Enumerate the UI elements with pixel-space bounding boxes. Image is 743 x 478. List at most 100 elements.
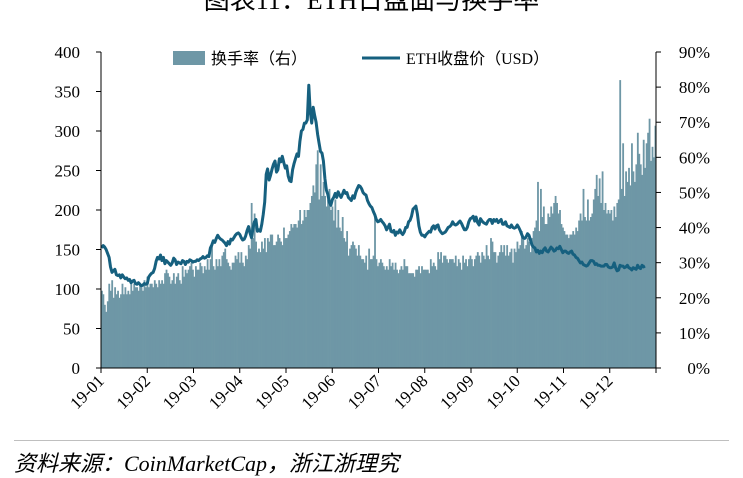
turnover-bar bbox=[407, 273, 410, 368]
turnover-bar bbox=[485, 245, 488, 368]
y-right-tick-label: 20% bbox=[679, 289, 710, 308]
turnover-bar bbox=[611, 220, 614, 368]
turnover-bar bbox=[503, 245, 506, 368]
turnover-bar bbox=[228, 266, 231, 368]
turnover-bar bbox=[600, 202, 603, 368]
turnover-bar bbox=[123, 294, 125, 368]
turnover-bar bbox=[466, 266, 469, 368]
x-tick-label: 19-07 bbox=[344, 371, 386, 413]
turnover-bar bbox=[193, 276, 196, 368]
turnover-bar bbox=[597, 195, 600, 368]
turnover-bar bbox=[604, 202, 607, 368]
turnover-bar bbox=[355, 248, 357, 368]
turnover-bar bbox=[532, 231, 535, 368]
turnover-bar bbox=[359, 255, 362, 368]
y-left-tick-label: 200 bbox=[55, 201, 81, 220]
turnover-bar bbox=[572, 231, 575, 368]
turnover-bar bbox=[180, 283, 183, 368]
turnover-bar bbox=[623, 195, 626, 368]
y-left-tick-label: 100 bbox=[55, 280, 81, 299]
turnover-bar bbox=[501, 252, 504, 368]
turnover-bar bbox=[147, 287, 150, 368]
turnover-bar bbox=[168, 276, 171, 368]
turnover-bar bbox=[294, 224, 297, 368]
turnover-bar bbox=[550, 206, 553, 368]
turnover-bar bbox=[631, 143, 633, 368]
turnover-bar bbox=[121, 283, 124, 368]
turnover-bar bbox=[616, 202, 619, 368]
y-left-tick-label: 0 bbox=[72, 359, 81, 378]
turnover-bar bbox=[563, 231, 566, 368]
turnover-bar bbox=[526, 238, 529, 368]
turnover-bar bbox=[421, 266, 423, 368]
turnover-bar bbox=[171, 280, 174, 368]
turnover-bar bbox=[137, 290, 140, 368]
turnover-bar bbox=[448, 259, 451, 368]
turnover-bar bbox=[610, 210, 613, 368]
turnover-bar bbox=[559, 210, 561, 368]
turnover-bar bbox=[478, 255, 481, 368]
turnover-bar bbox=[581, 220, 583, 368]
turnover-bar bbox=[309, 202, 312, 368]
turnover-bar bbox=[209, 259, 212, 368]
turnover-bar bbox=[146, 276, 149, 368]
turnover-bar bbox=[318, 199, 321, 368]
x-tick-label: 19-04 bbox=[205, 371, 247, 413]
turnover-bar bbox=[548, 217, 551, 368]
y-right-tick-label: 70% bbox=[679, 113, 710, 132]
source-note: 资料来源：CoinMarketCap，浙江浙理究 bbox=[14, 451, 399, 476]
turnover-bar bbox=[103, 304, 106, 368]
turnover-bar bbox=[403, 259, 406, 368]
turnover-bar bbox=[127, 290, 130, 368]
turnover-bar bbox=[178, 280, 181, 368]
x-tick-label: 19-03 bbox=[159, 371, 200, 412]
x-tick-label: 19-11 bbox=[529, 371, 570, 412]
x-tick-label: 19-06 bbox=[298, 371, 339, 412]
turnover-bar bbox=[459, 262, 462, 368]
turnover-bar bbox=[277, 234, 280, 368]
turnover-bar bbox=[290, 224, 293, 368]
turnover-bar bbox=[586, 199, 589, 368]
turnover-bar bbox=[344, 241, 347, 368]
turnover-bar bbox=[310, 195, 313, 368]
turnover-bar bbox=[641, 174, 644, 368]
turnover-bar bbox=[512, 262, 514, 368]
x-tick-label: 19-09 bbox=[436, 371, 477, 412]
x-tick-label: 19-10 bbox=[483, 371, 524, 412]
divider bbox=[14, 440, 729, 441]
turnover-bar bbox=[236, 259, 238, 368]
turnover-bar bbox=[340, 231, 343, 368]
turnover-bar bbox=[569, 234, 572, 368]
turnover-bar bbox=[545, 224, 548, 368]
turnover-bar bbox=[432, 262, 435, 368]
turnover-bar bbox=[237, 252, 240, 368]
turnover-bar bbox=[382, 266, 385, 368]
turnover-bar bbox=[158, 280, 161, 368]
turnover-bar bbox=[498, 252, 501, 368]
turnover-bar bbox=[622, 143, 625, 368]
turnover-bar bbox=[328, 188, 331, 368]
turnover-bar bbox=[494, 252, 497, 368]
turnover-bar bbox=[654, 125, 657, 368]
turnover-bar bbox=[434, 266, 437, 368]
turnover-bar bbox=[482, 255, 485, 368]
y-left-tick-label: 250 bbox=[55, 162, 81, 181]
turnover-bar bbox=[645, 143, 648, 368]
turnover-bar bbox=[390, 266, 393, 368]
turnover-bar bbox=[302, 220, 304, 368]
turnover-bar bbox=[183, 276, 186, 368]
turnover-bar bbox=[377, 266, 379, 368]
turnover-bar bbox=[216, 266, 219, 368]
turnover-bar bbox=[446, 259, 448, 368]
turnover-bar bbox=[175, 276, 178, 368]
turnover-bar bbox=[139, 283, 141, 368]
turnover-bar bbox=[335, 227, 338, 368]
turnover-bar bbox=[114, 287, 117, 368]
turnover-bar bbox=[629, 185, 632, 368]
y-right-tick-label: 30% bbox=[679, 254, 710, 273]
turnover-bar bbox=[330, 210, 332, 368]
turnover-bar bbox=[653, 157, 655, 368]
y-left-tick-label: 300 bbox=[55, 122, 81, 141]
turnover-bar bbox=[393, 269, 395, 368]
turnover-bar bbox=[325, 206, 328, 368]
